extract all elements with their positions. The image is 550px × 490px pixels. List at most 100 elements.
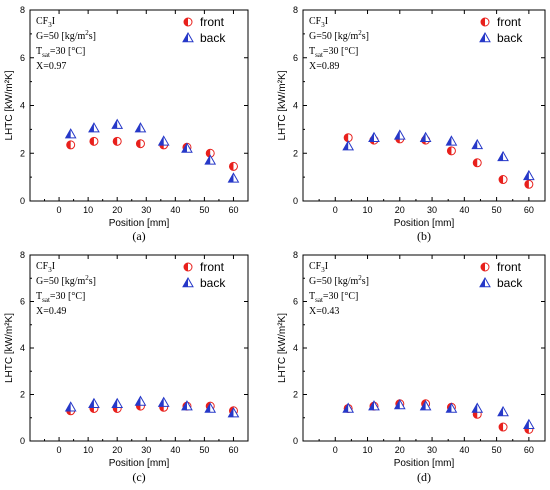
y-tick-label: 6 — [20, 297, 25, 307]
annotation-fluid: CF3I — [36, 16, 55, 29]
x-axis-title: Position [mm] — [394, 218, 455, 229]
marker-fill — [447, 146, 452, 155]
back-point — [181, 142, 193, 153]
marker-fill — [158, 397, 164, 407]
front-point — [472, 158, 482, 168]
marker-fill — [88, 398, 94, 408]
legend-back-label: back — [497, 276, 523, 290]
x-tick-label: 10 — [83, 205, 93, 215]
marker-fill — [420, 401, 426, 410]
y-tick-label: 0 — [20, 196, 25, 206]
annotation-fluid: CF3I — [36, 261, 55, 274]
marker-fill — [344, 133, 349, 142]
legend-back-label: back — [200, 276, 226, 290]
x-tick-label: 10 — [363, 205, 373, 215]
x-axis-title: Position [mm] — [109, 218, 170, 229]
legend-front-marker — [480, 262, 490, 272]
annotation-quality: X=0.97 — [36, 61, 66, 72]
y-tick-label: 0 — [293, 196, 298, 206]
back-point — [204, 154, 217, 165]
annotation-mass-flux: G=50 [kg/m2s] — [309, 29, 369, 42]
back-point — [204, 402, 217, 413]
front-point — [498, 175, 508, 185]
annotation-mass-flux: G=50 [kg/m2s] — [36, 274, 96, 287]
marker-fill — [112, 398, 118, 408]
back-point — [471, 402, 484, 413]
x-tick-label: 60 — [524, 205, 534, 215]
back-point — [471, 138, 484, 150]
marker-fill — [480, 33, 485, 42]
front-point — [112, 136, 122, 146]
legend-front-label: front — [497, 15, 522, 29]
back-point — [157, 135, 170, 146]
back-point — [497, 405, 509, 417]
chart-panel-4: 0 10 20 30 40 50 60 0 2 4 6 8 Position [mm] LHTC [kW/… — [277, 250, 546, 484]
legend-front-marker — [480, 17, 490, 27]
x-axis-title: Position [mm] — [109, 458, 170, 469]
panel-label: (b) — [417, 229, 431, 243]
front-point — [498, 422, 508, 432]
annotation-quality: X=0.89 — [309, 61, 339, 72]
marker-fill — [228, 408, 234, 417]
marker-fill — [112, 119, 118, 129]
y-tick-label: 4 — [293, 101, 298, 111]
marker-fill — [205, 155, 211, 165]
y-tick-label: 2 — [293, 148, 298, 158]
x-tick-label: 10 — [83, 445, 93, 455]
back-point — [368, 131, 380, 142]
x-tick-label: 0 — [57, 445, 62, 455]
marker-fill — [184, 18, 188, 26]
marker-fill — [473, 158, 478, 167]
marker-fill — [499, 423, 504, 432]
chart-panel-1: 0 10 20 30 40 50 60 0 2 4 6 8 Position [mm] LHTC [kW/… — [4, 5, 249, 243]
back-point — [419, 400, 432, 411]
chart-panel-3: 0 10 20 30 40 50 60 0 2 4 6 8 Position [mm] LHTC [kW/… — [4, 250, 249, 484]
x-tick-label: 40 — [459, 205, 469, 215]
y-tick-label: 0 — [293, 436, 298, 446]
x-tick-label: 20 — [395, 445, 405, 455]
back-point — [368, 400, 380, 411]
x-tick-label: 30 — [427, 445, 437, 455]
y-axis-title: LHTC [kW/m²K] — [277, 313, 288, 383]
marker-fill — [472, 403, 478, 413]
marker-fill — [472, 139, 478, 149]
back-point — [393, 398, 406, 410]
x-tick-label: 20 — [112, 205, 122, 215]
marker-fill — [446, 403, 452, 413]
x-tick-label: 50 — [199, 205, 209, 215]
marker-fill — [135, 123, 141, 132]
annotation-tsat: Tsat=30 [°C] — [36, 46, 85, 59]
x-tick-label: 0 — [333, 445, 338, 455]
front-point — [228, 161, 238, 171]
back-point — [111, 118, 124, 129]
marker-fill — [498, 406, 504, 416]
marker-fill — [205, 403, 211, 413]
front-point — [66, 140, 76, 150]
back-point — [227, 172, 240, 183]
panel-label: (a) — [132, 229, 145, 243]
back-point — [134, 122, 147, 133]
marker-fill — [480, 278, 485, 287]
marker-fill — [523, 170, 529, 180]
marker-fill — [498, 151, 504, 161]
legend-back-marker — [182, 31, 194, 43]
panel-label: (c) — [132, 470, 145, 484]
y-tick-label: 2 — [293, 390, 298, 400]
marker-fill — [181, 401, 187, 410]
x-tick-label: 40 — [170, 205, 180, 215]
y-tick-label: 2 — [20, 148, 25, 158]
legend-front-marker — [183, 262, 193, 272]
x-tick-label: 30 — [141, 445, 151, 455]
marker-fill — [481, 18, 485, 26]
marker-fill — [446, 136, 452, 146]
marker-fill — [394, 399, 400, 409]
front-point — [446, 146, 456, 156]
back-point — [342, 402, 355, 413]
x-tick-label: 40 — [170, 445, 180, 455]
marker-fill — [343, 403, 349, 413]
legend-back-marker — [479, 31, 491, 43]
x-tick-label: 60 — [228, 205, 238, 215]
marker-fill — [65, 402, 71, 412]
marker-fill — [88, 123, 94, 132]
front-point — [89, 136, 99, 146]
